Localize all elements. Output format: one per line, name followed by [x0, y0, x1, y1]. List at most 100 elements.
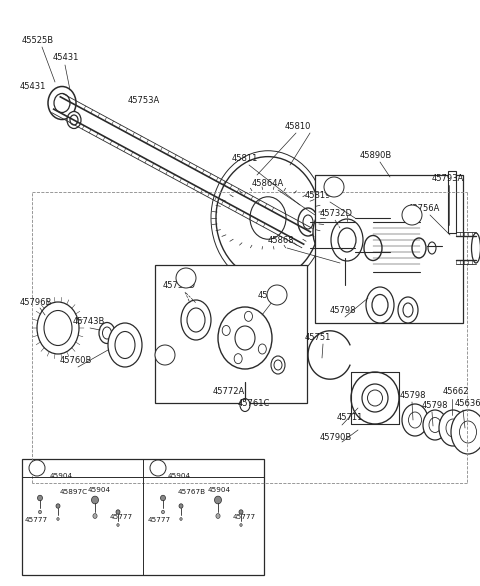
Ellipse shape [313, 207, 351, 257]
Text: 45904: 45904 [208, 487, 231, 493]
Ellipse shape [408, 412, 421, 428]
Ellipse shape [117, 524, 119, 526]
Ellipse shape [446, 419, 460, 437]
Ellipse shape [303, 215, 313, 229]
Ellipse shape [429, 417, 441, 432]
Text: 45732D: 45732D [320, 209, 353, 217]
Ellipse shape [439, 410, 467, 446]
Text: 45431: 45431 [53, 53, 79, 63]
Ellipse shape [471, 233, 480, 263]
Text: 45777: 45777 [110, 514, 133, 520]
Ellipse shape [235, 326, 255, 350]
Ellipse shape [298, 208, 318, 236]
Ellipse shape [364, 236, 382, 261]
Text: 45761C: 45761C [238, 398, 270, 407]
Ellipse shape [368, 390, 383, 406]
Bar [155, 265, 307, 403]
Text: 45793A: 45793A [432, 173, 464, 182]
Text: a: a [332, 184, 336, 190]
Ellipse shape [244, 311, 252, 321]
Ellipse shape [338, 228, 356, 252]
Text: 45711: 45711 [337, 414, 363, 423]
Text: 45662: 45662 [443, 387, 469, 397]
Text: 45810: 45810 [285, 121, 312, 131]
Text: 45798: 45798 [422, 400, 448, 410]
Ellipse shape [179, 504, 183, 508]
Ellipse shape [93, 513, 97, 519]
Text: b: b [184, 275, 188, 281]
Ellipse shape [56, 504, 60, 508]
Ellipse shape [215, 496, 221, 504]
Text: 45864A: 45864A [252, 179, 284, 188]
Ellipse shape [218, 307, 272, 369]
Text: 45904: 45904 [168, 473, 191, 479]
Ellipse shape [216, 156, 320, 280]
Text: 45753A: 45753A [128, 96, 160, 104]
Text: 45743B: 45743B [73, 318, 106, 326]
Text: 45798: 45798 [330, 305, 357, 315]
Text: 45796B: 45796B [20, 298, 52, 306]
Ellipse shape [340, 284, 350, 296]
Text: b: b [275, 292, 279, 298]
Bar [22, 459, 264, 575]
Ellipse shape [240, 398, 250, 411]
Text: 45525B: 45525B [22, 36, 54, 45]
Ellipse shape [351, 372, 399, 424]
Text: 45777: 45777 [148, 517, 171, 523]
Ellipse shape [57, 517, 59, 520]
Ellipse shape [37, 302, 79, 354]
Ellipse shape [181, 300, 211, 340]
Text: b: b [163, 352, 167, 358]
Text: 45431: 45431 [20, 81, 47, 90]
Text: 45636B: 45636B [455, 398, 480, 407]
Ellipse shape [366, 287, 394, 323]
Ellipse shape [402, 404, 428, 436]
Ellipse shape [67, 111, 81, 128]
Ellipse shape [160, 495, 166, 501]
Circle shape [150, 460, 166, 476]
Circle shape [176, 268, 196, 288]
Ellipse shape [351, 220, 373, 248]
Bar [448, 171, 456, 233]
Ellipse shape [92, 496, 98, 504]
Ellipse shape [216, 513, 220, 519]
Ellipse shape [423, 410, 447, 440]
Text: 45767B: 45767B [178, 489, 206, 495]
Circle shape [402, 205, 422, 225]
Text: 45904: 45904 [50, 473, 73, 479]
Text: 45811: 45811 [232, 154, 258, 162]
Ellipse shape [187, 308, 205, 332]
Circle shape [324, 177, 344, 197]
Ellipse shape [44, 311, 72, 346]
Text: 45777: 45777 [233, 514, 256, 520]
Ellipse shape [274, 360, 282, 370]
Text: 45890B: 45890B [360, 151, 392, 159]
Text: 45904: 45904 [88, 487, 111, 493]
Text: 45798: 45798 [400, 390, 427, 400]
Ellipse shape [362, 384, 388, 412]
Ellipse shape [271, 356, 285, 374]
Text: 45772A: 45772A [213, 387, 245, 397]
Ellipse shape [331, 219, 363, 261]
Text: 45769: 45769 [258, 291, 285, 299]
Text: b: b [156, 465, 160, 471]
Text: a: a [410, 212, 414, 218]
Ellipse shape [116, 510, 120, 514]
Text: 45732D: 45732D [163, 281, 196, 289]
Circle shape [29, 460, 45, 476]
Ellipse shape [322, 219, 342, 245]
Ellipse shape [48, 87, 76, 120]
Text: 45819: 45819 [305, 190, 331, 199]
Ellipse shape [103, 327, 111, 339]
Ellipse shape [37, 495, 43, 501]
Text: a: a [35, 465, 39, 471]
Text: 45751: 45751 [305, 332, 331, 342]
Ellipse shape [70, 115, 78, 125]
Text: 45897C: 45897C [60, 489, 88, 495]
Ellipse shape [99, 322, 115, 343]
Ellipse shape [345, 210, 380, 257]
Circle shape [267, 285, 287, 305]
Ellipse shape [38, 510, 41, 514]
Ellipse shape [115, 332, 135, 359]
Ellipse shape [451, 410, 480, 454]
